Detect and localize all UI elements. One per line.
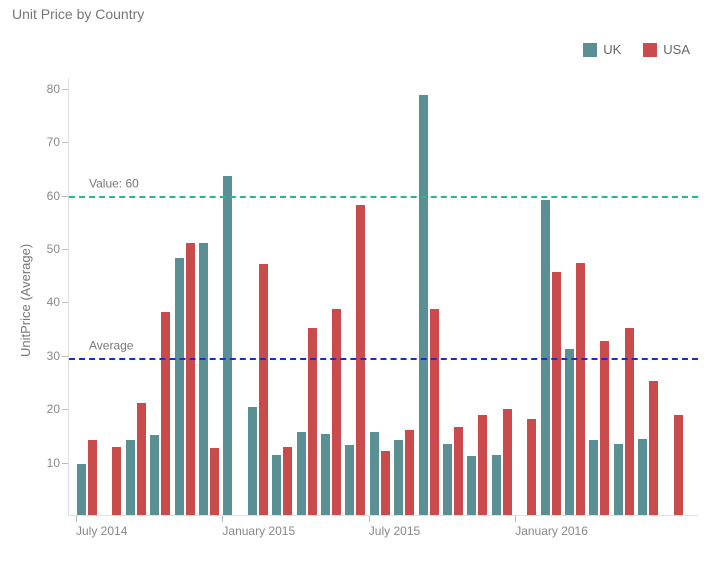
- x-tick-label: July 2014: [76, 524, 127, 538]
- chart-title: Unit Price by Country: [12, 6, 144, 22]
- legend-swatch-usa: [643, 43, 657, 57]
- bar-usa[interactable]: [283, 447, 292, 515]
- y-tick-mark: [62, 356, 68, 357]
- bar-usa[interactable]: [674, 415, 683, 515]
- bar-usa[interactable]: [88, 440, 97, 515]
- y-tick-mark: [62, 196, 68, 197]
- y-tick-mark: [62, 89, 68, 90]
- legend-swatch-uk: [583, 43, 597, 57]
- bar-usa[interactable]: [430, 309, 439, 515]
- bar-usa[interactable]: [625, 328, 634, 515]
- bar-uk[interactable]: [638, 439, 647, 515]
- y-tick-label: 70: [30, 135, 60, 149]
- bar-uk[interactable]: [175, 258, 184, 515]
- bar-usa[interactable]: [210, 448, 219, 515]
- reference-line: [69, 358, 698, 360]
- legend-label-usa: USA: [663, 42, 690, 57]
- bar-uk[interactable]: [394, 440, 403, 515]
- y-tick-label: 40: [30, 295, 60, 309]
- bar-uk[interactable]: [443, 444, 452, 515]
- bar-usa[interactable]: [405, 430, 414, 515]
- bar-uk[interactable]: [223, 176, 232, 515]
- reference-line: [69, 196, 698, 198]
- bar-uk[interactable]: [589, 440, 598, 515]
- legend-item-uk[interactable]: UK: [583, 42, 621, 57]
- x-tick-mark: [76, 516, 77, 522]
- y-tick-mark: [62, 142, 68, 143]
- bar-uk[interactable]: [272, 455, 281, 515]
- bar-usa[interactable]: [600, 341, 609, 515]
- y-tick-label: 30: [30, 349, 60, 363]
- bar-usa[interactable]: [332, 309, 341, 515]
- x-tick-mark: [369, 516, 370, 522]
- bar-usa[interactable]: [356, 205, 365, 515]
- bar-uk[interactable]: [370, 432, 379, 515]
- chart-container: Unit Price by Country UK USA UnitPrice (…: [0, 0, 718, 562]
- bar-uk[interactable]: [419, 95, 428, 515]
- bar-usa[interactable]: [552, 272, 561, 515]
- legend-label-uk: UK: [603, 42, 621, 57]
- x-tick-label: January 2015: [222, 524, 295, 538]
- bar-uk[interactable]: [565, 349, 574, 515]
- reference-line-label: Value: 60: [89, 176, 139, 190]
- bar-usa[interactable]: [527, 419, 536, 515]
- bar-uk[interactable]: [492, 455, 501, 515]
- y-tick-mark: [62, 249, 68, 250]
- bar-uk[interactable]: [126, 440, 135, 515]
- bar-uk[interactable]: [248, 407, 257, 515]
- bar-usa[interactable]: [478, 415, 487, 515]
- y-tick-mark: [62, 302, 68, 303]
- y-tick-label: 20: [30, 402, 60, 416]
- bar-uk[interactable]: [614, 444, 623, 515]
- bar-uk[interactable]: [297, 432, 306, 515]
- bar-usa[interactable]: [137, 403, 146, 515]
- bar-usa[interactable]: [186, 243, 195, 515]
- bar-uk[interactable]: [321, 434, 330, 515]
- bar-usa[interactable]: [649, 381, 658, 515]
- bar-usa[interactable]: [576, 263, 585, 515]
- y-tick-label: 60: [30, 189, 60, 203]
- y-tick-label: 80: [30, 82, 60, 96]
- x-tick-label: July 2015: [369, 524, 420, 538]
- x-tick-mark: [515, 516, 516, 522]
- bar-usa[interactable]: [112, 447, 121, 515]
- y-tick-label: 50: [30, 242, 60, 256]
- x-tick-mark: [222, 516, 223, 522]
- legend-item-usa[interactable]: USA: [643, 42, 690, 57]
- bar-usa[interactable]: [308, 328, 317, 515]
- bar-usa[interactable]: [381, 451, 390, 515]
- y-tick-mark: [62, 409, 68, 410]
- bar-usa[interactable]: [454, 427, 463, 515]
- bar-uk[interactable]: [150, 435, 159, 515]
- y-tick-mark: [62, 463, 68, 464]
- bar-uk[interactable]: [199, 243, 208, 515]
- bar-usa[interactable]: [503, 409, 512, 515]
- bar-uk[interactable]: [345, 445, 354, 516]
- bar-usa[interactable]: [161, 312, 170, 515]
- bar-uk[interactable]: [467, 456, 476, 515]
- x-tick-label: January 2016: [515, 524, 588, 538]
- reference-line-label: Average: [89, 338, 133, 352]
- y-tick-label: 10: [30, 456, 60, 470]
- plot-area: Value: 60 Average: [68, 78, 698, 516]
- bar-uk[interactable]: [77, 464, 86, 515]
- legend: UK USA: [583, 42, 690, 57]
- bar-usa[interactable]: [259, 264, 268, 515]
